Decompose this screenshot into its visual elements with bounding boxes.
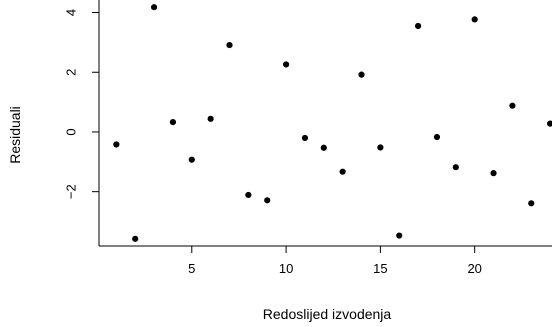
y-tick-label: −2	[64, 184, 79, 199]
data-point	[528, 200, 535, 207]
data-point	[547, 120, 552, 127]
x-tick-label: 15	[373, 261, 387, 276]
y-axis-ticks: −2 0 2 4	[64, 9, 99, 199]
data-point	[377, 144, 384, 151]
data-point	[282, 61, 290, 68]
y-tick-label: 2	[64, 69, 79, 76]
x-tick-label: 10	[279, 261, 293, 276]
data-point	[169, 119, 177, 126]
data-point	[207, 115, 214, 122]
data-points	[113, 4, 552, 242]
data-point	[396, 232, 403, 239]
data-point	[452, 164, 459, 171]
data-point	[509, 102, 516, 109]
data-point	[301, 134, 309, 142]
x-tick-label: 20	[467, 261, 481, 276]
data-point	[245, 191, 252, 199]
data-point	[188, 156, 195, 163]
x-tick-label: 5	[188, 261, 195, 276]
y-tick-label: 0	[64, 128, 79, 135]
data-point	[433, 133, 441, 141]
data-point	[113, 141, 120, 148]
data-point	[264, 197, 271, 204]
data-point	[320, 144, 327, 151]
y-axis-title: Residuali	[7, 106, 23, 164]
data-point	[150, 4, 158, 11]
data-point	[490, 170, 497, 177]
data-point	[339, 168, 346, 175]
data-point	[132, 235, 139, 242]
data-point	[358, 71, 365, 78]
x-axis-ticks: 5 10 15 20	[188, 246, 482, 276]
data-point	[226, 41, 233, 49]
y-tick-label: 4	[64, 9, 79, 16]
data-point	[471, 16, 478, 23]
data-point	[414, 22, 422, 30]
x-axis-title: Redoslijed izvodenja	[263, 306, 392, 322]
